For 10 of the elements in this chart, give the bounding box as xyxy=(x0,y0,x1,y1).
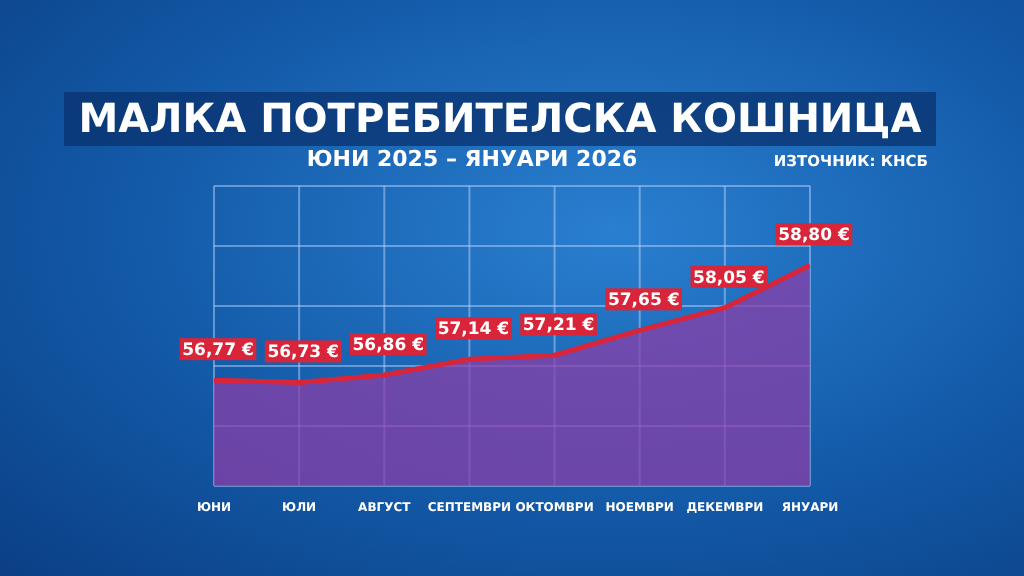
data-label: 57,21 € xyxy=(522,316,595,337)
data-label: 56,73 € xyxy=(267,343,340,364)
data-label: 57,65 € xyxy=(607,291,680,312)
data-label: 58,05 € xyxy=(693,268,765,289)
data-label: 57,14 € xyxy=(437,320,510,341)
data-label: 56,77 € xyxy=(182,341,254,362)
data-label: 58,80 € xyxy=(778,226,850,247)
data-label: 56,86 € xyxy=(352,336,425,357)
chart-title: МАЛКА ПОТРЕБИТЕЛСКА КОШНИЦА xyxy=(64,92,936,146)
chart-subtitle: ЮНИ 2025 – ЯНУАРИ 2026 xyxy=(304,146,640,172)
